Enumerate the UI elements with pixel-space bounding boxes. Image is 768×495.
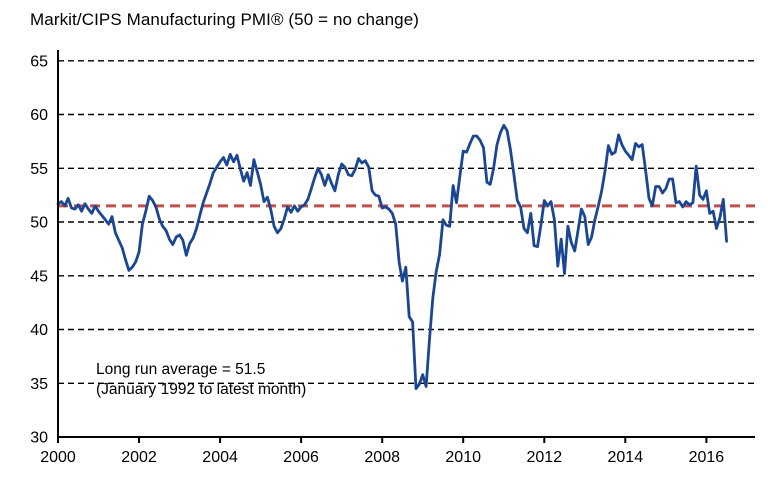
x-tick-label-2004: 2004 xyxy=(202,449,238,466)
x-tick-label-2012: 2012 xyxy=(527,449,563,466)
annotation-line-2: (January 1992 to latest month) xyxy=(96,381,307,398)
long-run-average-annotation: Long run average = 51.5 (January 1992 to… xyxy=(96,360,306,400)
y-tick-label-40: 40 xyxy=(30,322,48,339)
y-tick-label-65: 65 xyxy=(30,53,48,70)
chart-title: Markit/CIPS Manufacturing PMI® (50 = no … xyxy=(30,10,420,29)
x-tick-label-2014: 2014 xyxy=(608,449,644,466)
y-tick-label-35: 35 xyxy=(30,376,48,393)
pmi-series-line xyxy=(56,123,728,390)
annotation-line-1: Long run average = 51.5 xyxy=(96,361,266,378)
x-tick-label-2008: 2008 xyxy=(364,449,400,466)
y-tick-label-30: 30 xyxy=(30,430,48,447)
x-tick-label-2010: 2010 xyxy=(445,449,481,466)
y-tick-label-60: 60 xyxy=(30,107,48,124)
x-tick-label-2016: 2016 xyxy=(689,449,725,466)
y-tick-label-55: 55 xyxy=(30,161,48,178)
x-tick-label-2006: 2006 xyxy=(283,449,319,466)
y-tick-label-45: 45 xyxy=(30,268,48,285)
y-tick-label-50: 50 xyxy=(30,215,48,232)
x-tick-label-2000: 2000 xyxy=(40,449,76,466)
x-tick-label-2002: 2002 xyxy=(121,449,157,466)
